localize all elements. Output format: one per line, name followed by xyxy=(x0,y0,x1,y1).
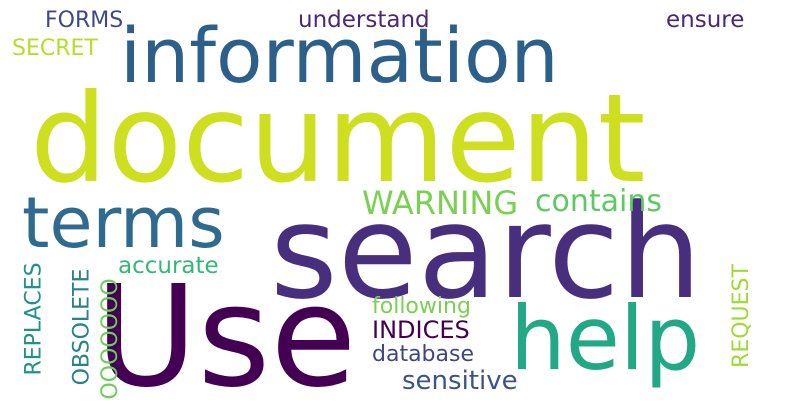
word-warning: WARNING xyxy=(362,184,519,222)
word-help: help xyxy=(510,287,701,390)
word-information: information xyxy=(120,11,559,100)
word-request: REQUEST xyxy=(728,264,754,368)
word-document: document xyxy=(30,68,646,210)
word-terms: terms xyxy=(22,182,225,264)
word-secret: SECRET xyxy=(12,36,98,61)
word-sensitive: sensitive xyxy=(402,366,518,396)
word-understand: understand xyxy=(298,7,430,33)
word-obsolete: OBSOLETE xyxy=(69,268,95,386)
word-ensure: ensure xyxy=(666,7,745,33)
word-database: database xyxy=(372,342,474,367)
word-use: Use xyxy=(95,256,357,405)
word-forms: FORMS xyxy=(45,8,124,33)
word-accurate: accurate xyxy=(118,253,219,279)
word-contains: contains xyxy=(535,184,662,219)
word-following: following xyxy=(372,294,471,319)
word-indices: INDICES xyxy=(372,316,470,344)
word-search: search xyxy=(270,176,702,328)
word-replaces: REPLACES xyxy=(21,262,47,376)
word-ooooooo: OOOOOOO xyxy=(94,278,120,400)
